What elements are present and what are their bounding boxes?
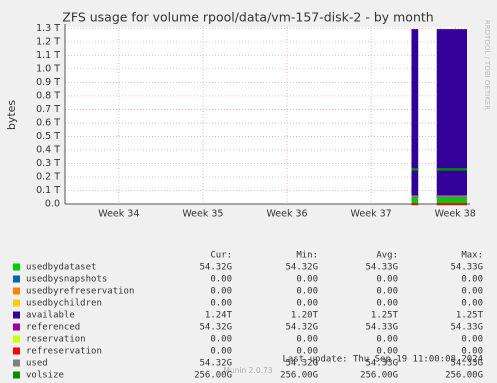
stat-value: 0.00: [296, 335, 318, 345]
stat-value: 0.00: [376, 335, 398, 345]
x-tick-label: Week 35: [182, 209, 223, 220]
legend-swatch: [13, 323, 20, 331]
stat-value: 54.33G: [365, 323, 398, 333]
legend-label: referenced: [26, 323, 80, 333]
stat-header: Max:: [461, 251, 483, 261]
legend-swatch: [13, 335, 20, 343]
y-tick-label: 0.3 T: [36, 158, 60, 169]
footer: Last update: Thu Sep 19 11:00:08 2024: [283, 355, 483, 365]
stat-value: 54.32G: [199, 263, 232, 273]
stat-header: Avg:: [376, 251, 398, 261]
y-tick-label: 0.5 T: [36, 131, 60, 142]
stat-value: 256.00G: [194, 371, 232, 381]
legend-label: refreservation: [26, 347, 102, 357]
legend-swatch: [13, 275, 20, 283]
y-tick-label: 1.3 T: [36, 23, 60, 34]
stat-value: 0.00: [210, 299, 232, 309]
stat-value: 0.00: [376, 275, 398, 285]
stat-value: 54.33G: [365, 263, 398, 273]
stat-value: 256.00G: [445, 371, 483, 381]
legend-label: usedbysnapshots: [26, 275, 107, 285]
y-tick-label: 1.1 T: [36, 50, 60, 61]
legend-swatch: [13, 287, 20, 295]
plot-area: [65, 27, 467, 204]
x-tick-label: Week 37: [351, 209, 392, 220]
stat-value: 1.25T: [456, 311, 484, 321]
stat-value: 0.00: [296, 347, 318, 357]
legend-label: used: [26, 359, 48, 369]
legend-swatch: [13, 371, 20, 379]
y-tick-label: 1.0 T: [36, 63, 60, 74]
stat-header: Cur:: [210, 251, 232, 261]
area: [411, 196, 467, 204]
stat-value: 0.00: [461, 299, 483, 309]
chart-title: ZFS usage for volume rpool/data/vm-157-d…: [62, 10, 433, 25]
y-tick-label: 0.4 T: [36, 144, 60, 155]
stat-value: 0.00: [376, 347, 398, 357]
stat-value: 0.00: [296, 299, 318, 309]
stat-value: 54.32G: [285, 359, 318, 369]
stat-value: 0.00: [461, 347, 483, 357]
y-axis-label: bytes: [5, 100, 18, 131]
area: [411, 29, 467, 197]
y-tick-label: 0.2 T: [36, 171, 60, 182]
stat-value: 1.20T: [291, 311, 319, 321]
stat-value: 256.00G: [280, 371, 318, 381]
y-tick-label: 1.2 T: [36, 36, 60, 47]
stat-value: 54.32G: [199, 359, 232, 369]
legend-label: available: [26, 311, 75, 321]
stat-value: 0.00: [376, 287, 398, 297]
stat-value: 0.00: [296, 287, 318, 297]
legend-swatch: [13, 311, 20, 319]
stat-value: 1.25T: [371, 311, 399, 321]
stat-value: 0.00: [376, 299, 398, 309]
stat-value: 0.00: [461, 287, 483, 297]
stat-value: 54.33G: [450, 359, 483, 369]
legend-label: usedbyrefreservation: [26, 287, 134, 297]
stat-value: 54.32G: [285, 263, 318, 273]
version: Munin 2.0.73: [223, 366, 272, 375]
legend-label: usedbydataset: [26, 263, 96, 273]
side-text: RRDTOOL / TOBI OETIKER: [483, 20, 491, 110]
stat-value: 0.00: [210, 335, 232, 345]
y-tick-label: 0.8 T: [36, 90, 60, 101]
x-tick-label: Week 38: [435, 209, 476, 220]
y-tick-label: 0.9 T: [36, 77, 60, 88]
x-tick-label: Week 36: [266, 209, 307, 220]
legend-swatch: [13, 359, 20, 367]
stat-value: 54.33G: [450, 323, 483, 333]
y-tick-label: 0.1 T: [36, 185, 60, 196]
stat-value: 0.00: [210, 347, 232, 357]
y-tick-label: 0.6 T: [36, 117, 60, 128]
legend-label: volsize: [26, 371, 64, 381]
stat-header: Min:: [296, 251, 318, 261]
y-tick-label: 0.7 T: [36, 104, 60, 115]
stat-value: 0.00: [210, 275, 232, 285]
stat-value: 1.24T: [205, 311, 233, 321]
stat-value: 54.33G: [365, 359, 398, 369]
stat-value: 54.32G: [285, 323, 318, 333]
x-tick-label: Week 34: [98, 209, 139, 220]
stat-value: 0.00: [296, 275, 318, 285]
legend-swatch: [13, 263, 20, 271]
stat-value: 256.00G: [360, 371, 398, 381]
legend-label: usedbychildren: [26, 299, 102, 309]
stat-value: 54.32G: [199, 323, 232, 333]
stat-value: 54.33G: [450, 263, 483, 273]
legend-swatch: [13, 347, 20, 355]
stat-value: 0.00: [210, 287, 232, 297]
legend-label: reservation: [26, 335, 86, 345]
legend-swatch: [13, 299, 20, 307]
stat-value: 0.00: [461, 275, 483, 285]
stat-value: 0.00: [461, 335, 483, 345]
y-tick-label: 0.0: [45, 199, 60, 210]
